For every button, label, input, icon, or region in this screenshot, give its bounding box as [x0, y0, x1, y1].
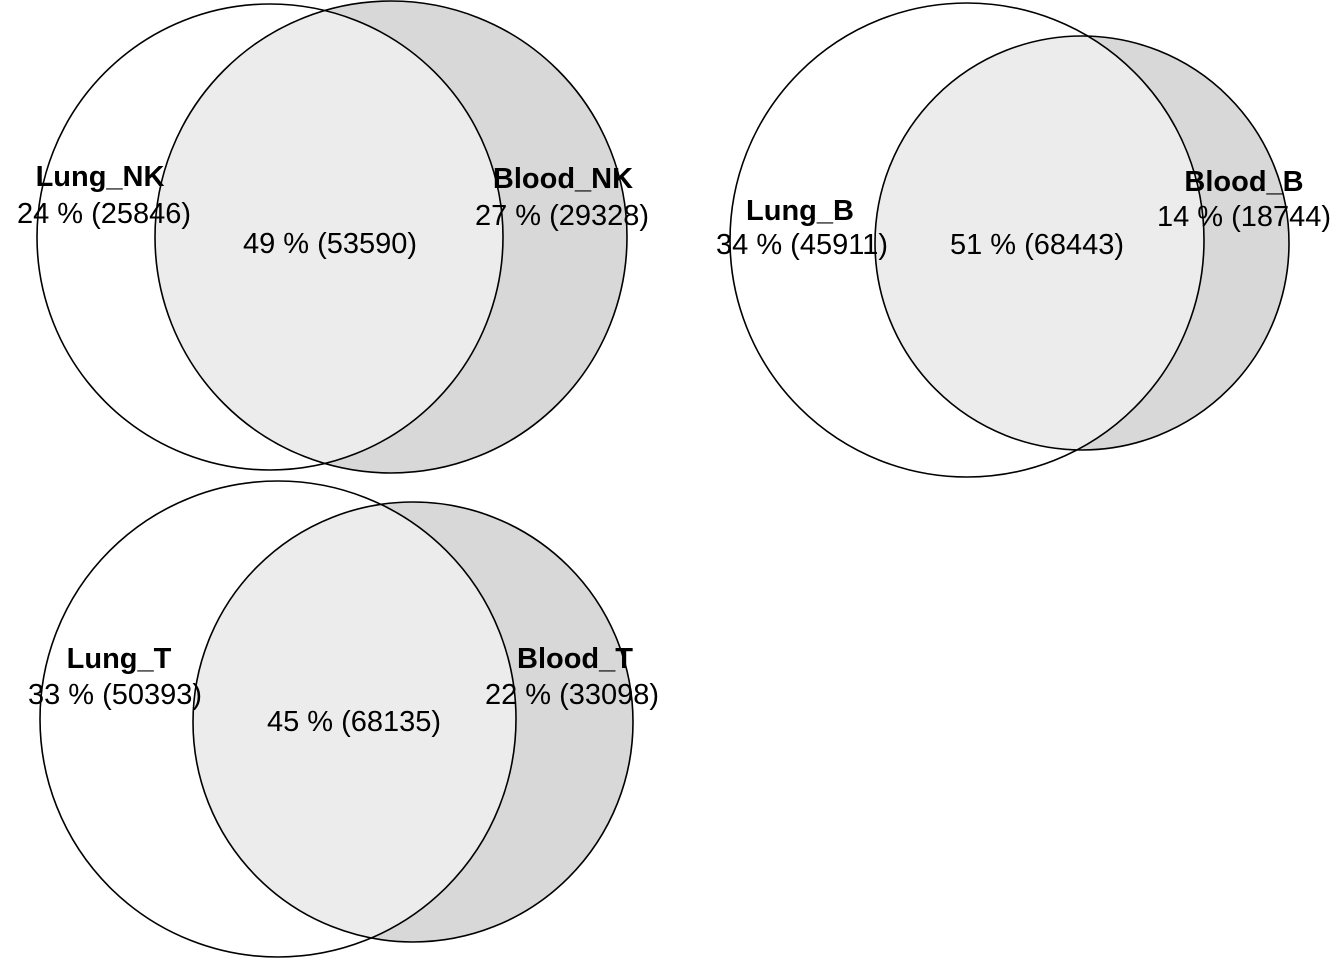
lung-b-only-value: 34 % (45911) — [716, 229, 888, 261]
lung-t-only-value: 33 % (50393) — [28, 679, 202, 711]
lung-t-set-label: Lung_T — [67, 643, 172, 675]
blood-nk-only-value: 27 % (29328) — [475, 200, 649, 232]
blood-nk-set-label: Blood_NK — [493, 163, 633, 195]
t-intersection-region — [193, 502, 516, 942]
lung-b-set-label: Lung_B — [746, 195, 854, 227]
t-intersection-value: 45 % (68135) — [267, 706, 441, 738]
venn-nk: Lung_NK 24 % (25846) 49 % (53590) Blood_… — [17, 0, 649, 474]
blood-t-set-label: Blood_T — [517, 643, 633, 675]
blood-b-circle-outline — [874, 35, 1290, 451]
nk-intersection-value: 49 % (53590) — [243, 228, 417, 260]
blood-t-circle-outline — [192, 501, 634, 943]
nk-intersection-region — [155, 4, 503, 470]
lung-nk-only-value: 24 % (25846) — [17, 198, 191, 230]
venn-b: Lung_B 34 % (45911) 51 % (68443) Blood_B… — [716, 2, 1331, 478]
lung-t-circle-outline — [39, 480, 517, 958]
blood-nk-circle-outline — [154, 0, 628, 474]
venn-t: Lung_T 33 % (50393) 45 % (68135) Blood_T… — [28, 480, 659, 958]
blood-b-only-value: 14 % (18744) — [1157, 201, 1331, 233]
blood-b-set-label: Blood_B — [1184, 166, 1303, 198]
blood-t-only-value: 22 % (33098) — [485, 679, 659, 711]
b-intersection-value: 51 % (68443) — [950, 229, 1124, 261]
lung-nk-circle-outline — [36, 3, 504, 471]
lung-b-circle-outline — [729, 2, 1205, 478]
lung-nk-set-label: Lung_NK — [36, 161, 165, 193]
